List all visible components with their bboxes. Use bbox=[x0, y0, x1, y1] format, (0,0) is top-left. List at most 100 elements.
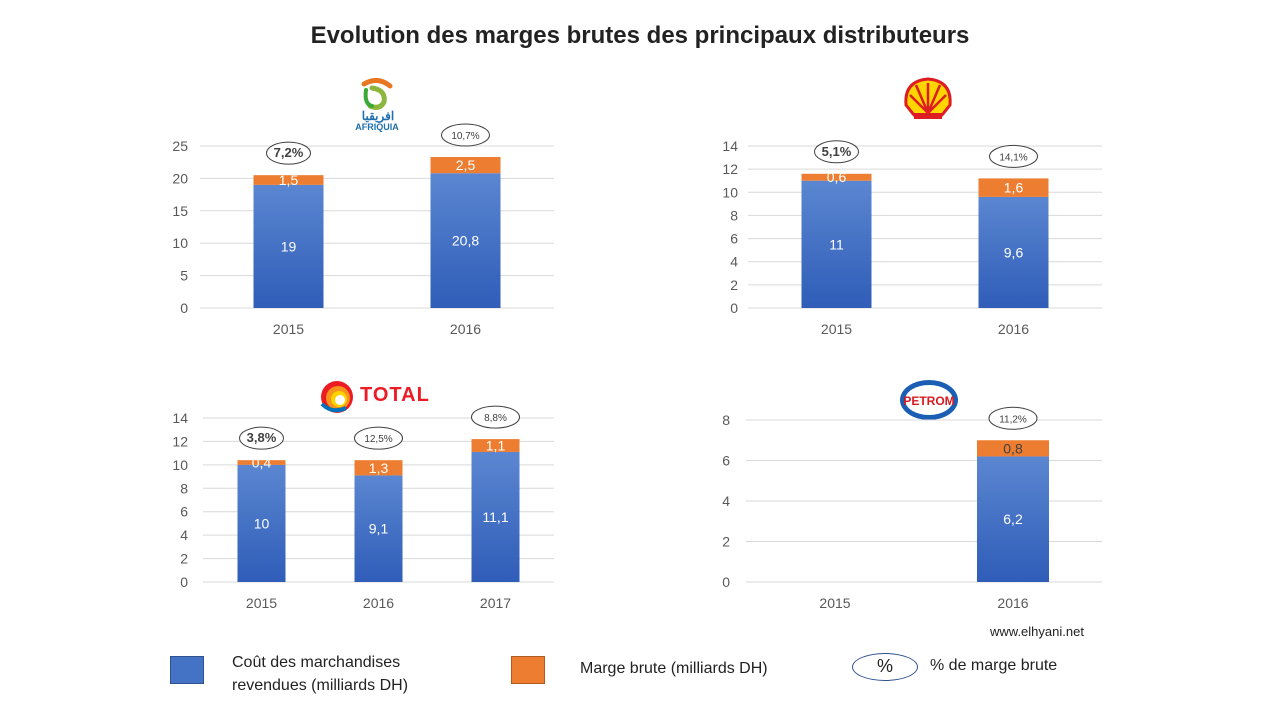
chart-shell-pct-ellipse bbox=[814, 140, 859, 164]
chart-total-label-margin: 1,1 bbox=[486, 438, 506, 454]
footer-url: www.elhyani.net bbox=[990, 624, 1084, 639]
chart-total-y-tick-label: 0 bbox=[180, 574, 188, 590]
chart-afriquia-y-tick-label: 10 bbox=[172, 235, 188, 251]
chart-shell-bar-cost bbox=[978, 196, 1049, 308]
shell-logo-icon bbox=[904, 77, 952, 119]
chart-shell-bar-margin bbox=[801, 173, 872, 181]
afriquia-latin-text: AFRIQUIA bbox=[355, 122, 399, 132]
chart-total-bar-cost bbox=[237, 464, 286, 582]
chart-total-label-cost: 9,1 bbox=[369, 521, 389, 537]
chart-total-pct-ellipse bbox=[239, 426, 284, 450]
legend-cost-label-line1: Coût des marchandises bbox=[232, 654, 401, 671]
chart-petrom-x-tick-label: 2015 bbox=[819, 595, 850, 611]
chart-shell-label-cost: 9,6 bbox=[1004, 244, 1024, 260]
chart-afriquia-label-cost: 20,8 bbox=[452, 233, 479, 249]
chart-total-pct-label: 12,5% bbox=[364, 434, 392, 445]
chart-shell-y-tick-label: 10 bbox=[722, 184, 738, 200]
chart-afriquia-bar-cost bbox=[253, 184, 324, 308]
chart-shell-y-tick-label: 12 bbox=[722, 161, 738, 177]
chart-total-pct-ellipse bbox=[354, 426, 403, 450]
chart-total-y-tick-label: 10 bbox=[172, 457, 188, 473]
petrom-logo-icon: PETROM bbox=[900, 380, 958, 420]
chart-total-y-tick-label: 14 bbox=[172, 410, 188, 426]
chart-petrom-label-margin: 0,8 bbox=[1003, 440, 1023, 456]
chart-shell-pct-label: 14,1% bbox=[999, 152, 1027, 163]
chart-afriquia-y-tick-label: 25 bbox=[172, 138, 188, 154]
chart-total-y-tick-label: 6 bbox=[180, 504, 188, 520]
chart-petrom-y-tick-label: 6 bbox=[722, 453, 730, 469]
chart-shell-pct-ellipse bbox=[989, 144, 1038, 168]
chart-total-bar-cost bbox=[471, 451, 520, 582]
chart-petrom-bar-margin bbox=[977, 440, 1049, 457]
petrom-logo-text: PETROM bbox=[903, 394, 954, 408]
chart-total-label-margin: 1,3 bbox=[369, 460, 389, 476]
chart-afriquia-y-tick-label: 0 bbox=[180, 300, 188, 316]
chart-total-y-tick-label: 4 bbox=[180, 527, 188, 543]
chart-afriquia-label-margin: 2,5 bbox=[456, 157, 476, 173]
chart-afriquia-pct-ellipse bbox=[266, 141, 311, 165]
chart-total-pct-label: 8,8% bbox=[484, 413, 507, 424]
chart-shell-bar-margin bbox=[978, 178, 1049, 197]
chart-shell-y-tick-label: 4 bbox=[730, 254, 738, 270]
chart-afriquia-pct-label: 10,7% bbox=[451, 131, 479, 142]
legend-pct-label: % de marge brute bbox=[930, 657, 1058, 674]
chart-afriquia-pct-label: 7,2% bbox=[274, 145, 304, 160]
chart-shell-pct-label: 5,1% bbox=[822, 144, 852, 159]
chart-total-bar-margin bbox=[471, 439, 520, 452]
chart-afriquia-label-cost: 19 bbox=[281, 238, 297, 254]
chart-total-bar-margin bbox=[237, 460, 286, 465]
chart-afriquia-bar-margin bbox=[430, 157, 501, 174]
chart-shell-label-margin: 1,6 bbox=[1004, 180, 1024, 196]
chart-total-bar-margin bbox=[354, 460, 403, 476]
chart-total-y-tick-label: 8 bbox=[180, 480, 188, 496]
chart-petrom-label-cost: 6,2 bbox=[1003, 511, 1023, 527]
legend-cost-swatch bbox=[170, 656, 204, 684]
legend-margin-label: Marge brute (milliards DH) bbox=[580, 660, 768, 677]
chart-total-pct-ellipse bbox=[471, 405, 520, 429]
chart-total-x-tick-label: 2015 bbox=[246, 595, 277, 611]
legend-pct-ellipse bbox=[852, 653, 918, 681]
chart-petrom-bar-cost bbox=[977, 456, 1049, 582]
chart-total-y-tick-label: 12 bbox=[172, 433, 188, 449]
chart-petrom-pct-ellipse bbox=[988, 406, 1038, 430]
legend-margin-swatch bbox=[511, 656, 545, 684]
chart-total-bar-cost bbox=[354, 475, 403, 582]
chart-shell-x-tick-label: 2015 bbox=[821, 321, 852, 337]
chart-total-pct-label: 3,8% bbox=[247, 430, 277, 445]
page-title: Evolution des marges brutes des principa… bbox=[310, 22, 970, 49]
chart-shell-y-tick-label: 6 bbox=[730, 231, 738, 247]
chart-total-y-tick-label: 2 bbox=[180, 551, 188, 567]
total-logo-text: TOTAL bbox=[360, 384, 430, 406]
chart-petrom-y-tick-label: 4 bbox=[722, 493, 730, 509]
afriquia-logo-icon: افريقيا AFRIQUIA bbox=[355, 78, 399, 132]
chart-total-x-tick-label: 2016 bbox=[363, 595, 394, 611]
chart-total-label-cost: 11,1 bbox=[482, 509, 508, 525]
chart-shell-x-tick-label: 2016 bbox=[998, 321, 1029, 337]
legend-cost-label-line2: revendues (milliards DH) bbox=[232, 677, 409, 694]
chart-afriquia-pct-ellipse bbox=[441, 123, 490, 147]
chart-shell-y-tick-label: 0 bbox=[730, 300, 738, 316]
chart-petrom-y-tick-label: 2 bbox=[722, 534, 730, 550]
chart-total-label-cost: 10 bbox=[254, 515, 270, 531]
chart-shell-label-margin: 0,6 bbox=[827, 169, 847, 185]
chart-shell-y-tick-label: 8 bbox=[730, 207, 738, 223]
chart-total-x-tick-label: 2017 bbox=[480, 595, 511, 611]
total-flame-icon bbox=[320, 381, 353, 413]
chart-afriquia-bar-cost bbox=[430, 173, 501, 308]
chart-petrom-pct-label: 11,2% bbox=[999, 414, 1027, 425]
chart-afriquia-x-tick-label: 2015 bbox=[273, 321, 304, 337]
chart-afriquia-y-tick-label: 5 bbox=[180, 268, 188, 284]
afriquia-arabic-text: افريقيا bbox=[362, 109, 394, 124]
chart-shell-bar-cost bbox=[801, 180, 872, 308]
chart-afriquia-label-margin: 1,5 bbox=[279, 172, 299, 188]
chart-petrom-y-tick-label: 0 bbox=[722, 574, 730, 590]
chart-afriquia-x-tick-label: 2016 bbox=[450, 321, 481, 337]
chart-shell-y-tick-label: 14 bbox=[722, 138, 738, 154]
total-logo: TOTAL bbox=[318, 378, 438, 416]
chart-total-label-margin: 0,4 bbox=[252, 455, 272, 471]
chart-petrom-y-tick-label: 8 bbox=[722, 412, 730, 428]
legend-pct-symbol: % bbox=[876, 656, 893, 676]
chart-afriquia-y-tick-label: 15 bbox=[172, 203, 188, 219]
chart-afriquia-y-tick-label: 20 bbox=[172, 170, 188, 186]
